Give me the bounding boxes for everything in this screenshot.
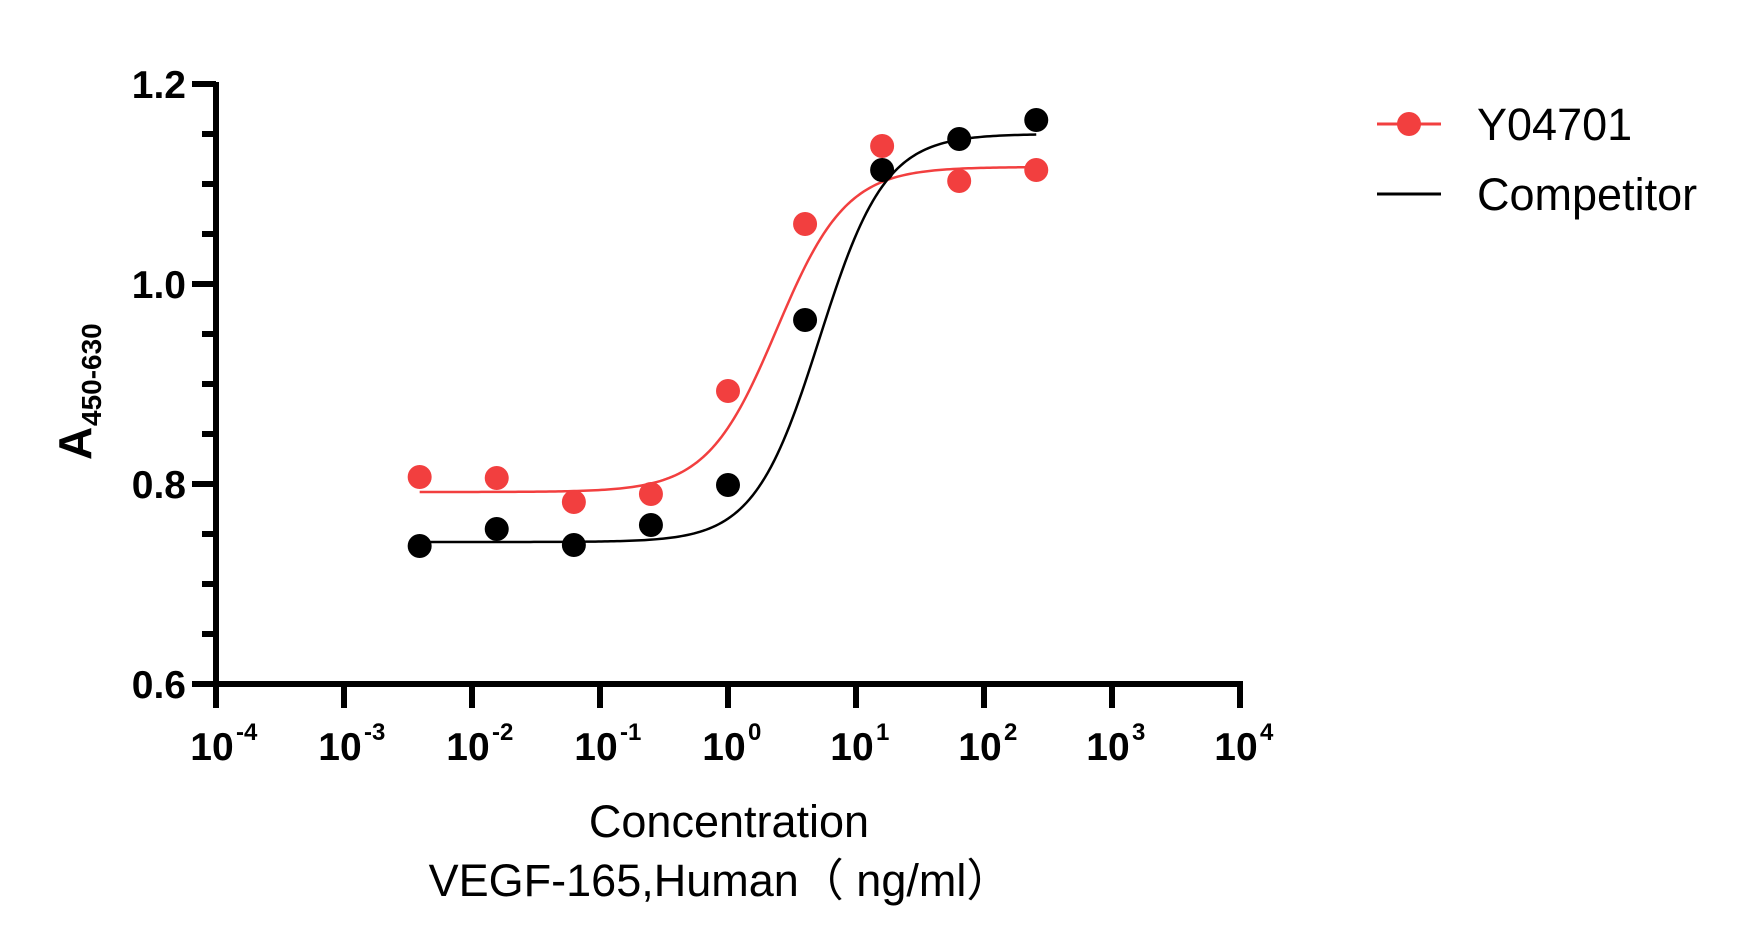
x-tick-label: 10 -1 <box>574 719 641 769</box>
x-tick-exponent: 3 <box>1132 719 1145 746</box>
data-point-y04701 <box>484 466 509 490</box>
x-tick-label: 10 4 <box>1214 719 1274 769</box>
data-point-competitor <box>716 473 740 497</box>
x-tick-base: 10 <box>1214 726 1257 769</box>
x-tick-base: 10 <box>574 726 617 769</box>
y-axis-title-subscript: 450-630 <box>76 323 107 426</box>
legend: Y04701 Competitor <box>1377 99 1697 220</box>
y-tick-label: 1.2 <box>132 64 186 107</box>
x-axis-subtitle: VEGF-165,Human（ ng/ml） <box>429 855 1012 906</box>
x-tick-base: 10 <box>446 726 489 769</box>
legend-item-y04701: Y04701 <box>1377 99 1632 150</box>
x-tick-label: 10 -2 <box>446 719 513 769</box>
data-point-y04701 <box>793 212 818 236</box>
y-axis: 0.6 0.8 1.0 1.2 <box>132 64 219 707</box>
x-tick-exponent: 0 <box>748 719 761 746</box>
fit-curve-competitor <box>419 133 1037 544</box>
data-point-competitor <box>793 308 818 332</box>
data-point-competitor <box>484 517 509 541</box>
data-point-y04701 <box>1024 158 1049 182</box>
legend-item-competitor: Competitor <box>1377 169 1697 220</box>
data-point-competitor <box>947 127 972 151</box>
y-axis-title: A 450-630 <box>49 323 107 460</box>
legend-label-y04701: Y04701 <box>1477 99 1632 150</box>
x-tick-base: 10 <box>830 726 873 769</box>
x-tick-exponent: 2 <box>1004 719 1017 746</box>
data-points <box>407 108 1049 558</box>
data-point-y04701 <box>870 134 895 158</box>
x-tick-exponent: -3 <box>364 719 385 746</box>
x-tick-exponent: -4 <box>236 719 258 746</box>
x-tick-exponent: -1 <box>620 719 641 746</box>
y-tick-label: 0.6 <box>132 664 186 707</box>
x-tick-label: 10 0 <box>702 719 761 769</box>
x-tick-label: 10 3 <box>1086 719 1145 769</box>
data-point-y04701 <box>407 465 432 489</box>
data-point-competitor <box>638 513 663 537</box>
x-tick-exponent: 4 <box>1260 719 1274 746</box>
fit-curves <box>419 133 1037 544</box>
x-axis-title: Concentration <box>589 796 869 847</box>
legend-marker-y04701 <box>1397 112 1421 136</box>
data-point-y04701 <box>561 490 586 514</box>
x-tick-label: 10 1 <box>830 719 889 769</box>
data-point-competitor <box>561 533 586 557</box>
data-point-competitor <box>1024 108 1049 132</box>
x-tick-label: 10 -4 <box>190 719 258 769</box>
x-tick-base: 10 <box>318 726 361 769</box>
legend-label-competitor: Competitor <box>1477 169 1697 220</box>
y-axis-title-main: A <box>49 427 101 460</box>
x-tick-base: 10 <box>190 726 233 769</box>
y-tick-label: 0.8 <box>132 464 186 507</box>
x-tick-label: 10 -3 <box>318 719 385 769</box>
x-tick-label: 10 2 <box>958 719 1017 769</box>
data-point-y04701 <box>947 169 972 193</box>
x-tick-exponent: 1 <box>876 719 889 746</box>
x-axis: 10 -4 10 -3 10 -2 10 -1 10 0 10 1 10 2 10 3 10 4 <box>190 681 1274 769</box>
data-point-y04701 <box>716 379 740 403</box>
data-point-competitor <box>407 534 432 558</box>
y-tick-label: 1.0 <box>132 264 186 307</box>
x-tick-base: 10 <box>702 726 745 769</box>
data-point-competitor <box>870 158 895 182</box>
x-tick-base: 10 <box>1086 726 1129 769</box>
fit-curve-y04701 <box>419 165 1037 494</box>
x-tick-exponent: -2 <box>492 719 513 746</box>
x-tick-base: 10 <box>958 726 1001 769</box>
data-point-y04701 <box>638 482 663 506</box>
